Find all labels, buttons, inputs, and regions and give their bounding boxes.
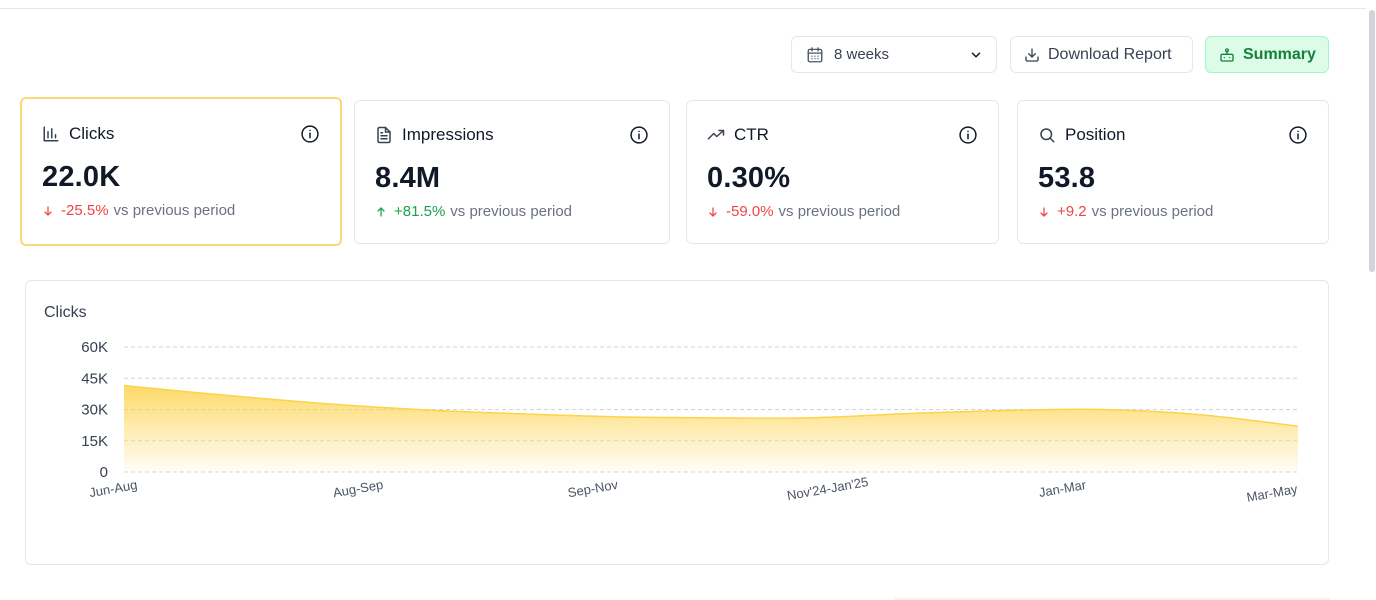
metric-value: 53.8: [1038, 162, 1096, 194]
chart-title: Clicks: [44, 304, 87, 321]
document-icon: [377, 126, 391, 144]
arrow-down-icon: [1040, 206, 1048, 217]
metric-delta: -25.5%: [61, 202, 109, 219]
y-tick-label: 30K: [81, 402, 108, 419]
x-tick-label: Jan-Mar: [1038, 477, 1088, 500]
metric-card-ctr[interactable]: CTR 0.30% -59.0% vs previous period: [686, 100, 999, 244]
x-tick-label: Nov'24-Jan'25: [786, 474, 870, 503]
x-tick-label: Mar-May: [1245, 481, 1299, 505]
y-tick-label: 15K: [81, 433, 108, 450]
metric-comparison: vs previous period: [1091, 203, 1214, 220]
calendar-icon: [807, 46, 823, 62]
info-icon[interactable]: [1288, 125, 1308, 145]
bottom-divider: [895, 598, 1330, 600]
metric-label: Clicks: [69, 124, 115, 143]
info-icon[interactable]: [958, 125, 978, 145]
arrow-down-icon: [709, 206, 717, 217]
arrow-up-icon: [377, 206, 385, 217]
metric-card-position[interactable]: Position 53.8 +9.2 vs previous period: [1017, 100, 1329, 244]
scrollbar-track[interactable]: [1366, 0, 1376, 600]
metric-delta: +9.2: [1057, 203, 1087, 220]
metric-label: CTR: [734, 125, 769, 144]
trending-up-icon: [707, 129, 725, 140]
top-divider: [0, 8, 1376, 9]
x-tick-label: Aug-Sep: [332, 477, 384, 501]
bar-chart-icon: [43, 126, 59, 142]
clicks-area-fill: [124, 385, 1298, 472]
download-report-label: Download Report: [1048, 45, 1172, 63]
metric-label: Impressions: [402, 125, 494, 144]
chevron-down-icon: [971, 51, 981, 58]
arrow-down-icon: [44, 205, 52, 216]
metric-delta: -59.0%: [726, 203, 774, 220]
metric-card-impressions[interactable]: Impressions 8.4M +81.5% vs previous peri…: [354, 100, 670, 244]
metric-value: 8.4M: [375, 162, 441, 194]
metric-comparison: vs previous period: [113, 202, 236, 219]
metric-value: 22.0K: [42, 161, 121, 193]
metric-label: Position: [1065, 125, 1126, 144]
metric-comparison: vs previous period: [778, 203, 901, 220]
x-tick-label: Sep-Nov: [567, 477, 620, 501]
clicks-series-line: [123, 384, 1299, 427]
x-tick-label: Jun-Aug: [88, 477, 138, 500]
metric-delta: +81.5%: [394, 203, 446, 220]
y-tick-label: 45K: [81, 370, 108, 387]
scrollbar-thumb[interactable]: [1369, 10, 1375, 272]
download-report-button[interactable]: Download Report: [1010, 36, 1193, 73]
y-tick-label: 60K: [81, 339, 108, 356]
date-range-value: 8 weeks: [834, 46, 890, 63]
info-icon[interactable]: [629, 125, 649, 145]
metric-comparison: vs previous period: [450, 203, 573, 220]
summary-label: Summary: [1243, 45, 1316, 63]
y-tick-label: 0: [100, 464, 108, 481]
summary-button[interactable]: Summary: [1205, 36, 1329, 73]
search-icon: [1040, 128, 1055, 143]
download-icon: [1025, 47, 1039, 62]
bot-icon: [1220, 47, 1234, 62]
metric-value: 0.30%: [707, 162, 791, 194]
date-range-select[interactable]: 8 weeks: [791, 36, 997, 73]
metric-card-clicks[interactable]: Clicks 22.0K -25.5% vs previous period: [20, 97, 342, 246]
info-icon[interactable]: [300, 124, 320, 144]
